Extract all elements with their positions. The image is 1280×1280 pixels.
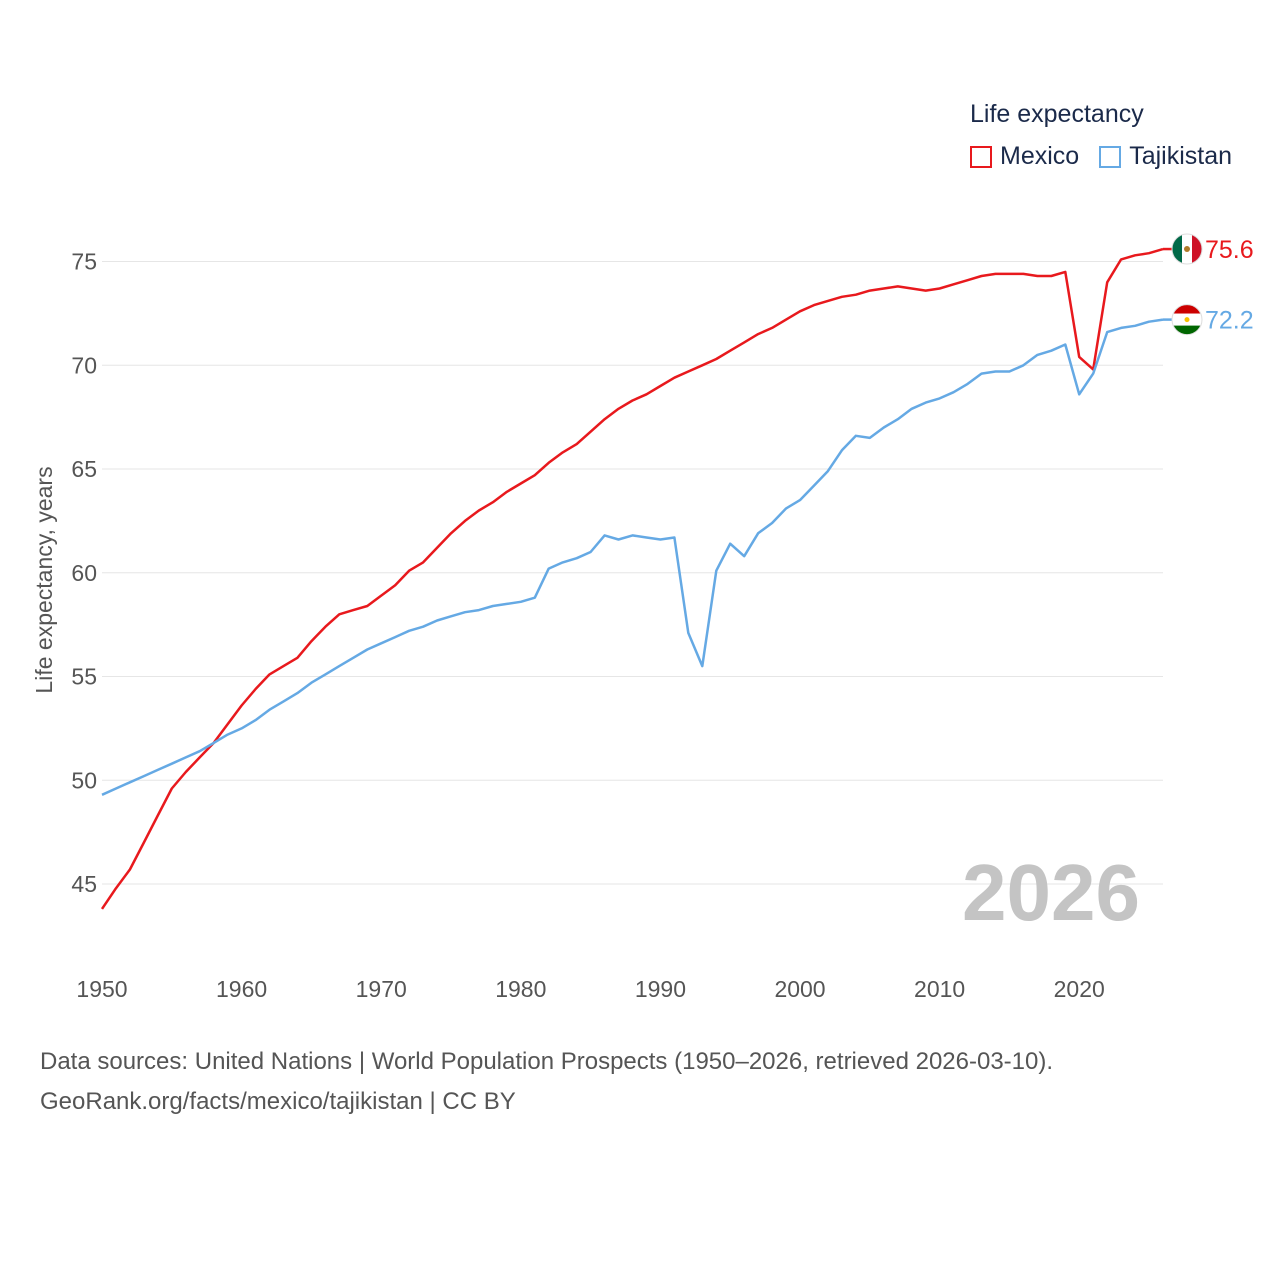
legend-label-tajikistan: Tajikistan	[1129, 142, 1233, 170]
footer-attribution[interactable]: GeoRank.org/facts/mexico/tajikistan | CC…	[40, 1088, 516, 1115]
y-axis-label: Life expectancy, years	[31, 466, 57, 693]
footer-sources: Data sources: United Nations | World Pop…	[40, 1048, 1054, 1075]
x-tick-label: 1990	[635, 976, 686, 1002]
x-tick-label: 1960	[216, 976, 267, 1002]
series-end-markers: 75.6 72.2	[1163, 233, 1254, 336]
y-tick-labels: 45 50 55 60 65 70 75	[71, 249, 97, 898]
legend-label-mexico: Mexico	[1000, 142, 1080, 170]
y-tick-label: 55	[71, 664, 97, 690]
legend: Mexico Tajikistan	[970, 142, 1252, 171]
legend-title: Life expectancy	[970, 100, 1144, 128]
y-tick-label: 70	[71, 352, 97, 378]
year-watermark: 2026	[962, 848, 1140, 937]
legend-item-mexico[interactable]: Mexico	[970, 142, 1079, 171]
x-tick-label: 1970	[356, 976, 407, 1002]
y-tick-label: 45	[71, 871, 97, 897]
y-tick-label: 65	[71, 456, 97, 482]
footer: Data sources: United Nations | World Pop…	[40, 1042, 1053, 1122]
grid-lines	[102, 261, 1163, 885]
end-label-tajikistan: 72.2	[1205, 307, 1254, 335]
y-tick-label: 75	[71, 249, 97, 275]
x-tick-label: 1950	[76, 976, 127, 1002]
x-tick-label: 2010	[914, 976, 965, 1002]
x-tick-label: 2020	[1054, 976, 1105, 1002]
y-tick-label: 50	[71, 767, 97, 793]
x-tick-label: 1980	[495, 976, 546, 1002]
x-tick-labels: 1950 1960 1970 1980 1990 2000 2010 2020	[76, 976, 1104, 1002]
legend-item-tajikistan[interactable]: Tajikistan	[1099, 142, 1232, 171]
mexico-flag-icon	[1171, 233, 1203, 265]
tajikistan-flag-icon	[1171, 304, 1203, 336]
series-line-mexico	[100, 247, 1164, 910]
series-lines	[100, 247, 1164, 910]
end-label-mexico: 75.6	[1205, 236, 1254, 264]
legend-swatch-mexico	[970, 145, 992, 168]
x-tick-label: 2000	[774, 976, 825, 1002]
legend-swatch-tajikistan	[1099, 145, 1122, 168]
series-line-tajikistan	[101, 318, 1164, 796]
y-tick-label: 60	[71, 560, 97, 586]
